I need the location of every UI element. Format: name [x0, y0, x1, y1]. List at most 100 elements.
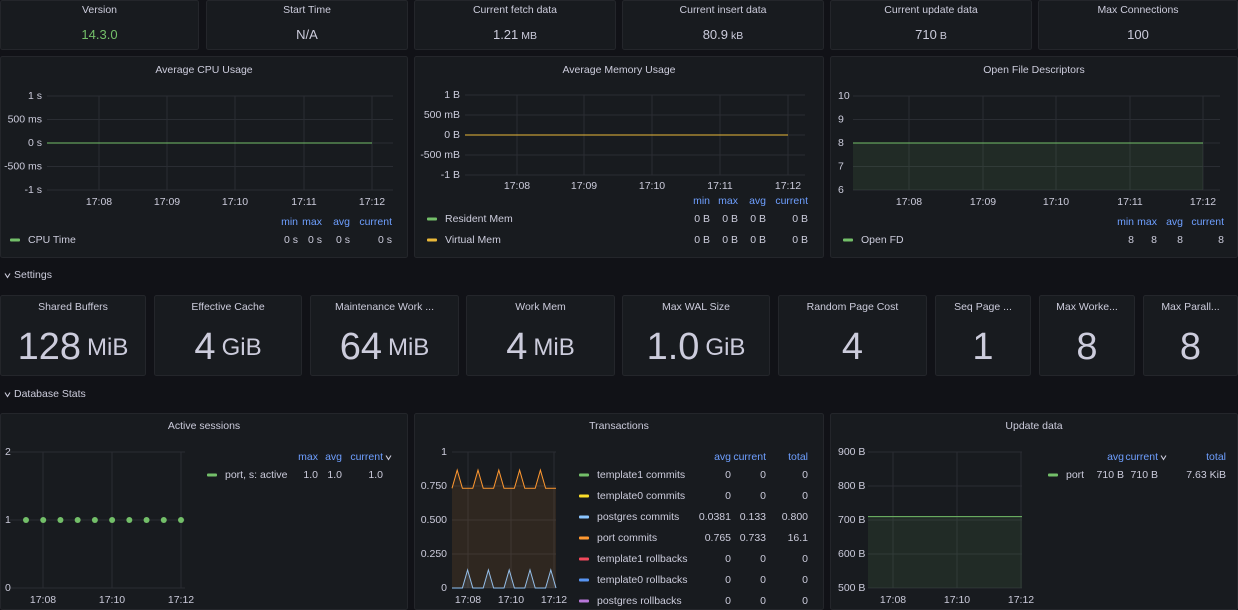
- legend-header[interactable]: max: [298, 451, 319, 463]
- legend-stat: 0: [802, 574, 808, 586]
- legend-header[interactable]: current: [733, 451, 766, 463]
- x-tick-label: 17:10: [944, 594, 970, 606]
- stat-number: 710: [915, 27, 937, 42]
- panel-title: Average Memory Usage: [562, 64, 675, 76]
- data-point: [57, 517, 64, 523]
- stat-title: Random Page Cost: [807, 301, 899, 313]
- x-tick-label: 17:08: [504, 180, 530, 192]
- legend-header[interactable]: current: [1191, 216, 1224, 228]
- stat-title: Maintenance Work ...: [335, 301, 434, 313]
- y-tick-label: 500 ms: [8, 113, 42, 125]
- stat-unit: B: [940, 30, 947, 42]
- stat-number: 64: [340, 326, 382, 368]
- legend-header[interactable]: current: [775, 195, 808, 207]
- y-tick-label: -500 ms: [4, 160, 42, 172]
- sort-toggle[interactable]: [1160, 455, 1167, 461]
- section-toggle[interactable]: [4, 273, 11, 279]
- legend-header[interactable]: current: [350, 451, 383, 463]
- panel: [466, 295, 615, 376]
- panel-title: Open File Descriptors: [983, 64, 1085, 76]
- legend-stat: 0.133: [740, 511, 766, 523]
- x-tick-label: 17:11: [291, 196, 317, 208]
- stat-value: 14.3.0: [81, 27, 117, 42]
- legend-name[interactable]: port, s: active: [225, 469, 288, 481]
- legend-name[interactable]: Virtual Mem: [445, 234, 501, 246]
- stat-unit: MiB: [87, 334, 128, 361]
- legend-name[interactable]: postgres commits: [597, 511, 679, 523]
- section-title[interactable]: Settings: [14, 269, 52, 281]
- panel: [0, 0, 199, 50]
- legend-swatch: [207, 473, 217, 477]
- legend-name[interactable]: port: [1066, 469, 1084, 481]
- legend-stat: 0.733: [740, 532, 766, 544]
- legend-header[interactable]: max: [302, 216, 323, 228]
- legend-stat: 0: [725, 490, 731, 502]
- area-fill: [868, 516, 1022, 588]
- legend-swatch: [579, 536, 589, 540]
- data-point: [126, 517, 133, 523]
- y-tick-label: 1: [441, 446, 447, 458]
- legend-stat: 0: [760, 595, 766, 607]
- legend-name[interactable]: template0 rollbacks: [597, 574, 687, 586]
- y-tick-label: 2: [5, 446, 11, 458]
- panel: [622, 295, 770, 376]
- legend-name[interactable]: CPU Time: [28, 234, 76, 246]
- sort-toggle[interactable]: [385, 455, 392, 461]
- legend-name[interactable]: template1 rollbacks: [597, 553, 687, 565]
- panel: [1039, 295, 1135, 376]
- stat-title: Version: [82, 4, 117, 16]
- legend-header[interactable]: current: [359, 216, 392, 228]
- legend-stat: 0 s: [378, 234, 392, 246]
- y-tick-label: 500 B: [838, 582, 865, 594]
- y-tick-label: 0.250: [421, 548, 447, 560]
- stat-title: Current fetch data: [473, 4, 557, 16]
- legend-name[interactable]: postgres rollbacks: [597, 595, 682, 607]
- area-fill: [452, 569, 556, 588]
- x-tick-label: 17:12: [359, 196, 385, 208]
- legend-header[interactable]: avg: [333, 216, 350, 228]
- series-line: [451, 468, 556, 489]
- y-tick-label: 600 B: [838, 548, 865, 560]
- legend-header[interactable]: total: [1206, 451, 1226, 463]
- legend-name[interactable]: template1 commits: [597, 469, 685, 481]
- legend-header[interactable]: max: [1137, 216, 1158, 228]
- legend-header[interactable]: avg: [749, 195, 766, 207]
- legend-name[interactable]: port commits: [597, 532, 657, 544]
- y-tick-label: 800 B: [838, 480, 865, 492]
- stat-value: 4 GiB: [194, 326, 261, 368]
- y-tick-label: 0 B: [444, 129, 460, 141]
- data-point: [178, 517, 184, 523]
- legend-stat: 0 B: [694, 234, 710, 246]
- legend-header[interactable]: avg: [325, 451, 342, 463]
- legend-stat: 0: [760, 469, 766, 481]
- data-point: [23, 517, 29, 523]
- y-tick-label: -1 s: [24, 184, 42, 196]
- legend-stat: 0: [725, 574, 731, 586]
- stat-number: 4: [842, 326, 863, 368]
- legend-header[interactable]: total: [788, 451, 808, 463]
- legend-header[interactable]: max: [718, 195, 739, 207]
- legend-header[interactable]: min: [693, 195, 710, 207]
- legend-stat: 710 B: [1097, 469, 1124, 481]
- area-fill: [853, 143, 1203, 190]
- x-tick-label: 17:08: [30, 594, 56, 606]
- stat-value: 8: [1180, 326, 1201, 368]
- legend-name[interactable]: Resident Mem: [445, 213, 513, 225]
- legend-stat: 7.63 KiB: [1186, 469, 1226, 481]
- legend-header[interactable]: min: [1117, 216, 1134, 228]
- legend-name[interactable]: template0 commits: [597, 490, 685, 502]
- legend-header[interactable]: avg: [1107, 451, 1124, 463]
- legend-header[interactable]: current: [1125, 451, 1158, 463]
- x-tick-label: 17:08: [896, 196, 922, 208]
- legend-name[interactable]: Open FD: [861, 234, 904, 246]
- legend-stat: 0 B: [792, 234, 808, 246]
- legend-header[interactable]: avg: [1166, 216, 1183, 228]
- legend-stat: 0: [760, 574, 766, 586]
- legend-header[interactable]: min: [281, 216, 298, 228]
- legend-header[interactable]: avg: [714, 451, 731, 463]
- section-toggle[interactable]: [4, 392, 11, 398]
- section-title[interactable]: Database Stats: [14, 388, 86, 400]
- data-point: [74, 517, 81, 523]
- panel: [310, 295, 459, 376]
- y-tick-label: 700 B: [838, 514, 865, 526]
